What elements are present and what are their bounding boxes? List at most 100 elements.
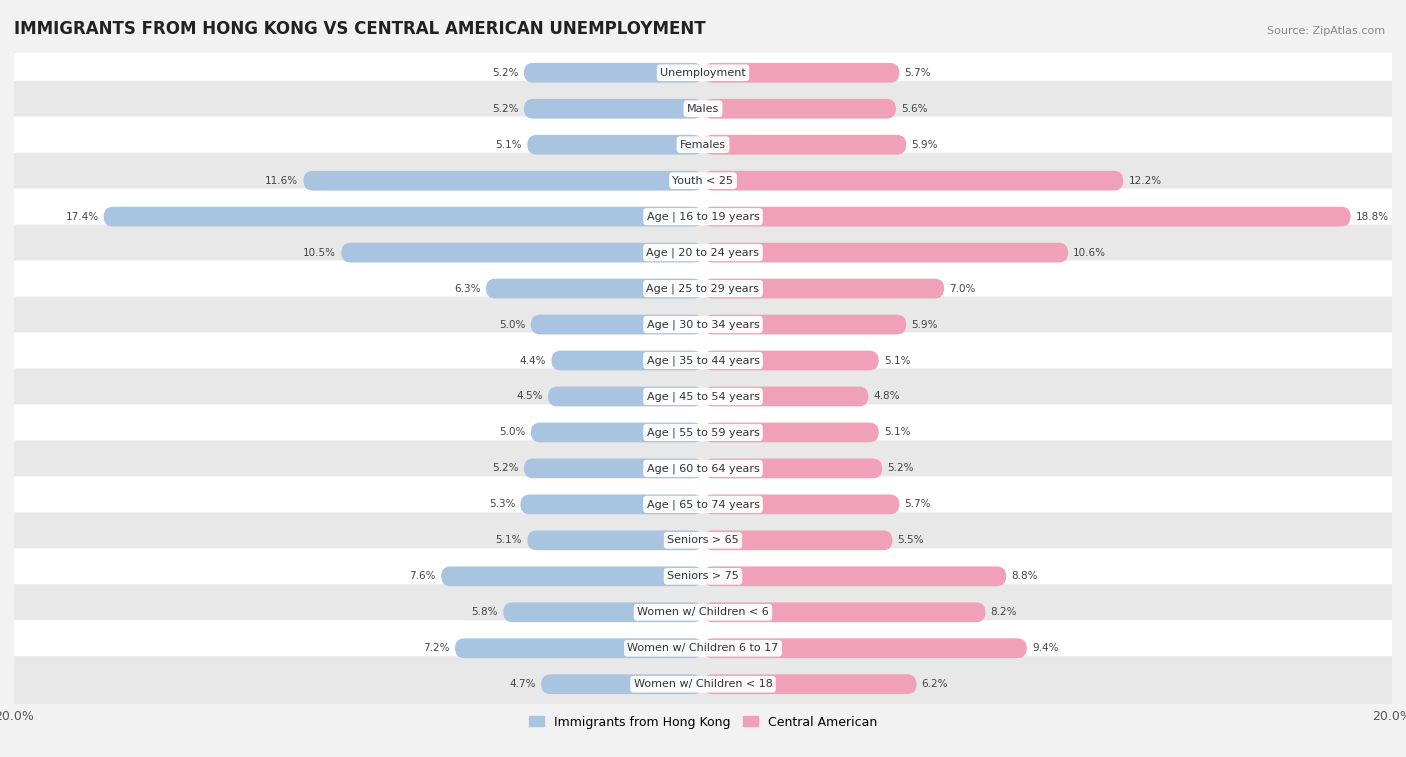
Text: 6.2%: 6.2% (922, 679, 948, 689)
FancyBboxPatch shape (503, 603, 703, 622)
Text: Youth < 25: Youth < 25 (672, 176, 734, 185)
FancyBboxPatch shape (4, 260, 1402, 316)
FancyBboxPatch shape (703, 243, 1069, 263)
FancyBboxPatch shape (456, 638, 703, 658)
FancyBboxPatch shape (527, 531, 703, 550)
Text: 10.6%: 10.6% (1073, 248, 1107, 257)
FancyBboxPatch shape (304, 171, 703, 191)
FancyBboxPatch shape (703, 387, 869, 407)
FancyBboxPatch shape (4, 512, 1402, 569)
Text: Age | 30 to 34 years: Age | 30 to 34 years (647, 319, 759, 330)
Text: 5.2%: 5.2% (492, 68, 519, 78)
Text: 7.6%: 7.6% (409, 572, 436, 581)
Text: Women w/ Children 6 to 17: Women w/ Children 6 to 17 (627, 643, 779, 653)
Text: 5.9%: 5.9% (911, 319, 938, 329)
FancyBboxPatch shape (342, 243, 703, 263)
Text: 9.4%: 9.4% (1032, 643, 1059, 653)
Text: 5.2%: 5.2% (492, 463, 519, 473)
FancyBboxPatch shape (4, 153, 1402, 209)
FancyBboxPatch shape (4, 620, 1402, 676)
FancyBboxPatch shape (703, 99, 896, 119)
FancyBboxPatch shape (4, 404, 1402, 460)
Text: 5.5%: 5.5% (897, 535, 924, 545)
FancyBboxPatch shape (4, 476, 1402, 532)
Text: 5.7%: 5.7% (904, 68, 931, 78)
Text: 5.1%: 5.1% (496, 535, 522, 545)
Text: Age | 16 to 19 years: Age | 16 to 19 years (647, 211, 759, 222)
Text: 4.8%: 4.8% (873, 391, 900, 401)
FancyBboxPatch shape (4, 441, 1402, 497)
FancyBboxPatch shape (4, 117, 1402, 173)
FancyBboxPatch shape (703, 674, 917, 694)
Text: Age | 45 to 54 years: Age | 45 to 54 years (647, 391, 759, 402)
FancyBboxPatch shape (524, 99, 703, 119)
FancyBboxPatch shape (703, 494, 900, 514)
FancyBboxPatch shape (703, 207, 1351, 226)
Text: 4.4%: 4.4% (520, 356, 547, 366)
FancyBboxPatch shape (4, 81, 1402, 137)
FancyBboxPatch shape (4, 45, 1402, 101)
FancyBboxPatch shape (520, 494, 703, 514)
FancyBboxPatch shape (703, 531, 893, 550)
FancyBboxPatch shape (4, 584, 1402, 640)
Text: 5.2%: 5.2% (887, 463, 914, 473)
FancyBboxPatch shape (486, 279, 703, 298)
Text: 5.1%: 5.1% (884, 356, 910, 366)
Text: Females: Females (681, 140, 725, 150)
FancyBboxPatch shape (548, 387, 703, 407)
FancyBboxPatch shape (4, 548, 1402, 604)
Legend: Immigrants from Hong Kong, Central American: Immigrants from Hong Kong, Central Ameri… (524, 711, 882, 734)
FancyBboxPatch shape (4, 656, 1402, 712)
FancyBboxPatch shape (4, 332, 1402, 388)
Text: 5.1%: 5.1% (884, 428, 910, 438)
FancyBboxPatch shape (4, 225, 1402, 281)
FancyBboxPatch shape (703, 603, 986, 622)
Text: IMMIGRANTS FROM HONG KONG VS CENTRAL AMERICAN UNEMPLOYMENT: IMMIGRANTS FROM HONG KONG VS CENTRAL AME… (14, 20, 706, 38)
FancyBboxPatch shape (551, 350, 703, 370)
Text: 5.3%: 5.3% (489, 500, 515, 509)
Text: 5.2%: 5.2% (492, 104, 519, 114)
FancyBboxPatch shape (531, 315, 703, 335)
FancyBboxPatch shape (441, 566, 703, 586)
Text: 7.2%: 7.2% (423, 643, 450, 653)
Text: 7.0%: 7.0% (949, 284, 976, 294)
FancyBboxPatch shape (4, 369, 1402, 425)
Text: Age | 35 to 44 years: Age | 35 to 44 years (647, 355, 759, 366)
Text: Women w/ Children < 6: Women w/ Children < 6 (637, 607, 769, 617)
Text: 5.9%: 5.9% (911, 140, 938, 150)
FancyBboxPatch shape (4, 297, 1402, 353)
Text: 5.0%: 5.0% (499, 319, 526, 329)
Text: Women w/ Children < 18: Women w/ Children < 18 (634, 679, 772, 689)
Text: 4.7%: 4.7% (509, 679, 536, 689)
FancyBboxPatch shape (703, 422, 879, 442)
FancyBboxPatch shape (703, 459, 882, 478)
Text: 5.1%: 5.1% (496, 140, 522, 150)
Text: Unemployment: Unemployment (661, 68, 745, 78)
Text: 8.2%: 8.2% (991, 607, 1017, 617)
FancyBboxPatch shape (703, 566, 1007, 586)
Text: 17.4%: 17.4% (65, 212, 98, 222)
FancyBboxPatch shape (524, 63, 703, 83)
FancyBboxPatch shape (541, 674, 703, 694)
FancyBboxPatch shape (524, 459, 703, 478)
Text: 6.3%: 6.3% (454, 284, 481, 294)
Text: Age | 20 to 24 years: Age | 20 to 24 years (647, 248, 759, 258)
Text: Age | 60 to 64 years: Age | 60 to 64 years (647, 463, 759, 474)
FancyBboxPatch shape (703, 279, 945, 298)
Text: 4.5%: 4.5% (516, 391, 543, 401)
FancyBboxPatch shape (703, 135, 907, 154)
Text: Source: ZipAtlas.com: Source: ZipAtlas.com (1267, 26, 1385, 36)
Text: Age | 65 to 74 years: Age | 65 to 74 years (647, 499, 759, 509)
Text: 8.8%: 8.8% (1011, 572, 1038, 581)
Text: Age | 25 to 29 years: Age | 25 to 29 years (647, 283, 759, 294)
Text: 12.2%: 12.2% (1129, 176, 1161, 185)
FancyBboxPatch shape (703, 638, 1026, 658)
Text: 10.5%: 10.5% (304, 248, 336, 257)
FancyBboxPatch shape (703, 63, 900, 83)
FancyBboxPatch shape (104, 207, 703, 226)
Text: Males: Males (688, 104, 718, 114)
FancyBboxPatch shape (527, 135, 703, 154)
Text: 5.7%: 5.7% (904, 500, 931, 509)
Text: 5.8%: 5.8% (471, 607, 498, 617)
Text: 18.8%: 18.8% (1355, 212, 1389, 222)
